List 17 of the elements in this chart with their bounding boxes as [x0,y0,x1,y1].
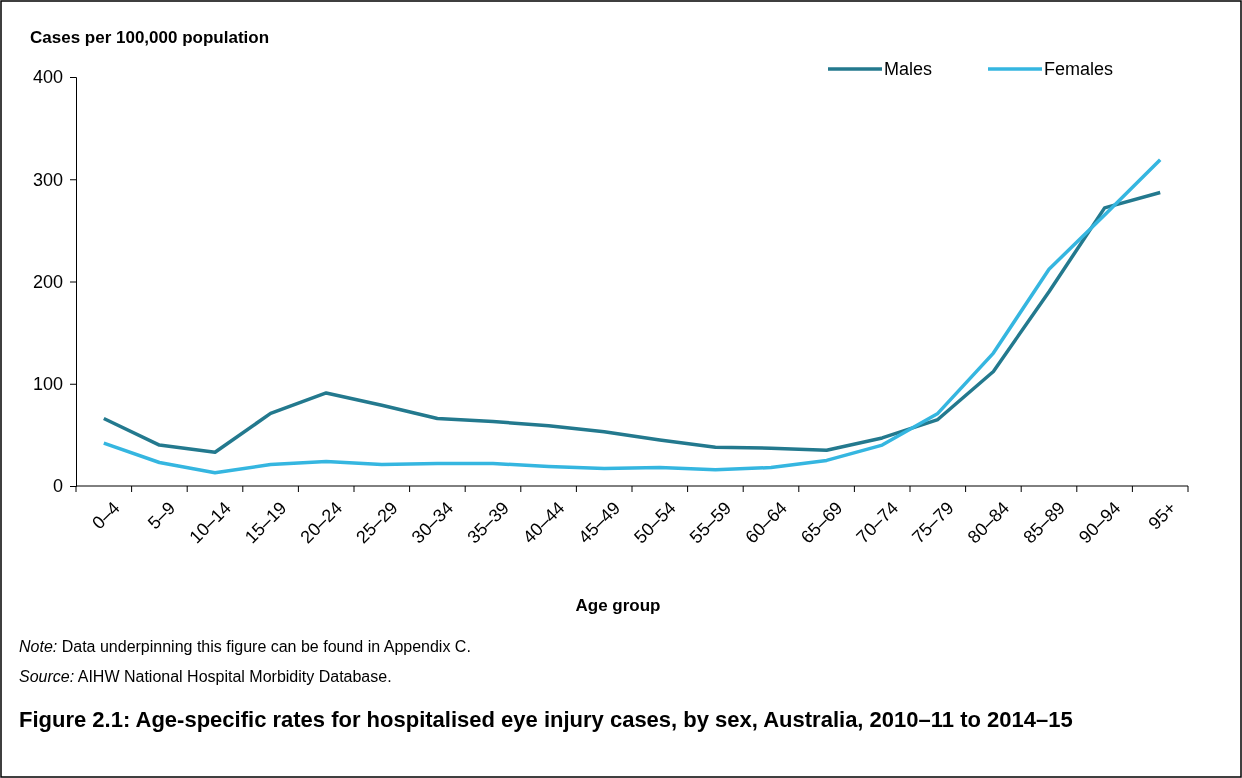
line-series [102,190,1162,455]
y-axis-title: Cases per 100,000 population [30,28,270,47]
y-tick-label: 200 [32,271,63,292]
text: Note: Data underpinning this figure can be found in Appendix C. [19,638,471,655]
x-tick-label: 0–4 [88,497,124,534]
legend-label: Males [884,59,933,79]
text: Figure 2.1: Age-specific rates for hospitalised eye injury cases, by sex, Australia, 2010–11 to 2014–15 [19,707,1073,732]
y-tick-label: 100 [32,374,63,395]
y-tick-label: 300 [32,169,63,190]
y-tick-label: 400 [32,67,63,88]
line-series [102,158,1162,475]
source-note: Source: AIHW National Hospital Morbidity Database. [19,668,392,685]
y-tick-label: 0 [52,476,63,497]
x-tick-label: 95+ [1144,497,1181,534]
x-axis-title: Age group [575,596,661,615]
legend-label: Females [1044,59,1114,79]
x-tick-label: 5–9 [143,497,180,534]
